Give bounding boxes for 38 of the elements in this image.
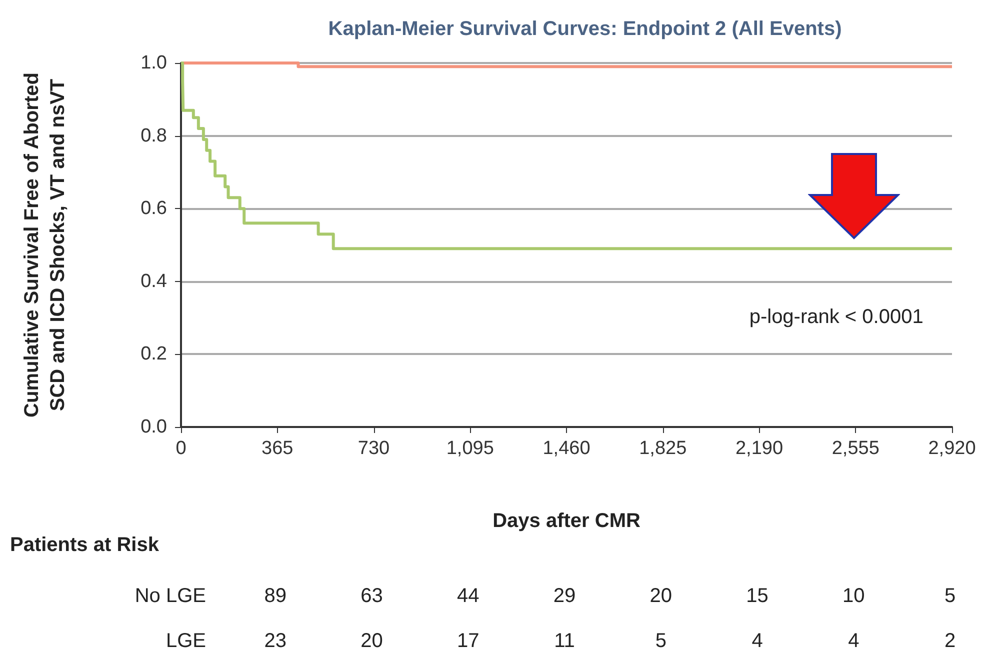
text: 5: [655, 630, 666, 653]
text: 23: [264, 630, 286, 653]
text: 4: [752, 630, 763, 653]
x-tick-label: 730: [358, 438, 390, 459]
text: 20: [360, 630, 383, 653]
text: 63: [360, 585, 383, 608]
text: 10: [842, 585, 865, 608]
x-tick-label: 2,555: [832, 438, 880, 459]
text: 11: [554, 630, 575, 653]
x-tick-label: 2,920: [928, 438, 976, 459]
x-axis-title: Days after CMR: [492, 510, 641, 532]
x-tick-label: 2,190: [735, 438, 784, 459]
text: 29: [553, 585, 576, 608]
y-tick-label: 0.4: [140, 270, 168, 292]
y-tick-label: 1.0: [140, 52, 167, 74]
x-tick-label: 1,825: [639, 438, 687, 459]
text: 89: [264, 585, 286, 608]
x-tick-label: 0: [176, 438, 186, 459]
text: 20: [650, 585, 672, 608]
text: LGE: [166, 630, 206, 653]
text: No LGE: [134, 585, 206, 608]
text: 15: [746, 585, 768, 608]
text: 5: [944, 585, 956, 608]
y-tick-label: 0.2: [140, 344, 167, 365]
text: Patients at Risk: [10, 534, 159, 557]
x-tick-label: 1,460: [542, 438, 590, 459]
y-tick-label: 0.8: [140, 125, 167, 146]
y-tick-label: 0.6: [140, 198, 167, 220]
y-axis-title: Cumulative Survival Free of Aborted SCD and ICD Shocks, VT and nsVT: [21, 72, 69, 418]
y-tick-label: 0.0: [140, 416, 167, 438]
chart-title: Kaplan-Meier Survival Curves: Endpoint 2 (All Events): [328, 18, 842, 40]
x-tick-label: 365: [262, 438, 294, 459]
text: 4: [848, 630, 860, 653]
x-tick-label: 1,095: [446, 438, 494, 459]
annotation: p-log-rank < 0.0001: [749, 306, 924, 329]
text: 17: [457, 630, 480, 653]
text: 2: [944, 630, 956, 653]
text: 44: [457, 585, 480, 608]
